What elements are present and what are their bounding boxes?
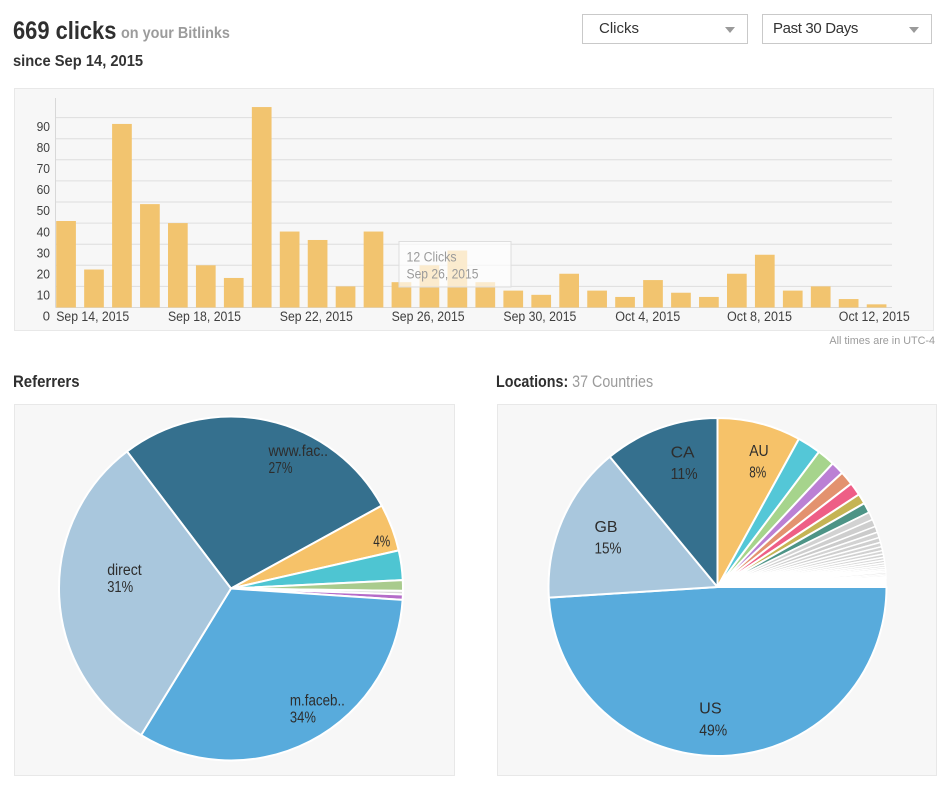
svg-text:15%: 15% xyxy=(595,541,622,558)
svg-text:49%: 49% xyxy=(699,723,727,740)
svg-text:40: 40 xyxy=(37,224,50,239)
svg-text:GB: GB xyxy=(595,519,618,536)
svg-text:www.fac..: www.fac.. xyxy=(268,443,328,460)
svg-text:Sep 18, 2015: Sep 18, 2015 xyxy=(168,309,241,324)
svg-text:12 Clicks: 12 Clicks xyxy=(407,250,457,265)
svg-text:11%: 11% xyxy=(671,466,698,483)
svg-text:Sep 26, 2015: Sep 26, 2015 xyxy=(392,309,465,324)
svg-text:direct: direct xyxy=(107,562,142,579)
svg-text:m.faceb..: m.faceb.. xyxy=(290,693,345,710)
svg-text:70: 70 xyxy=(37,161,50,176)
svg-text:0: 0 xyxy=(43,309,50,324)
svg-text:Sep 22, 2015: Sep 22, 2015 xyxy=(280,309,353,324)
svg-text:27%: 27% xyxy=(269,460,293,477)
svg-text:50: 50 xyxy=(37,203,50,218)
svg-text:Sep 30, 2015: Sep 30, 2015 xyxy=(503,309,576,324)
svg-text:20: 20 xyxy=(37,267,50,282)
svg-text:AU: AU xyxy=(749,443,769,460)
svg-text:Sep 14, 2015: Sep 14, 2015 xyxy=(56,309,129,324)
svg-text:8%: 8% xyxy=(749,465,766,482)
svg-text:Oct 8, 2015: Oct 8, 2015 xyxy=(727,309,792,324)
svg-text:Oct 12, 2015: Oct 12, 2015 xyxy=(839,309,910,324)
svg-text:CA: CA xyxy=(671,445,696,462)
svg-text:60: 60 xyxy=(37,182,50,197)
svg-text:34%: 34% xyxy=(290,710,316,727)
svg-text:4%: 4% xyxy=(373,534,390,551)
svg-text:30: 30 xyxy=(37,245,50,260)
svg-text:90: 90 xyxy=(37,119,50,134)
svg-text:US: US xyxy=(699,701,722,718)
svg-text:80: 80 xyxy=(37,140,50,155)
svg-text:31%: 31% xyxy=(107,579,133,596)
svg-text:Sep 26, 2015: Sep 26, 2015 xyxy=(407,267,479,282)
svg-text:Oct 4, 2015: Oct 4, 2015 xyxy=(615,309,680,324)
svg-text:10: 10 xyxy=(37,288,50,303)
